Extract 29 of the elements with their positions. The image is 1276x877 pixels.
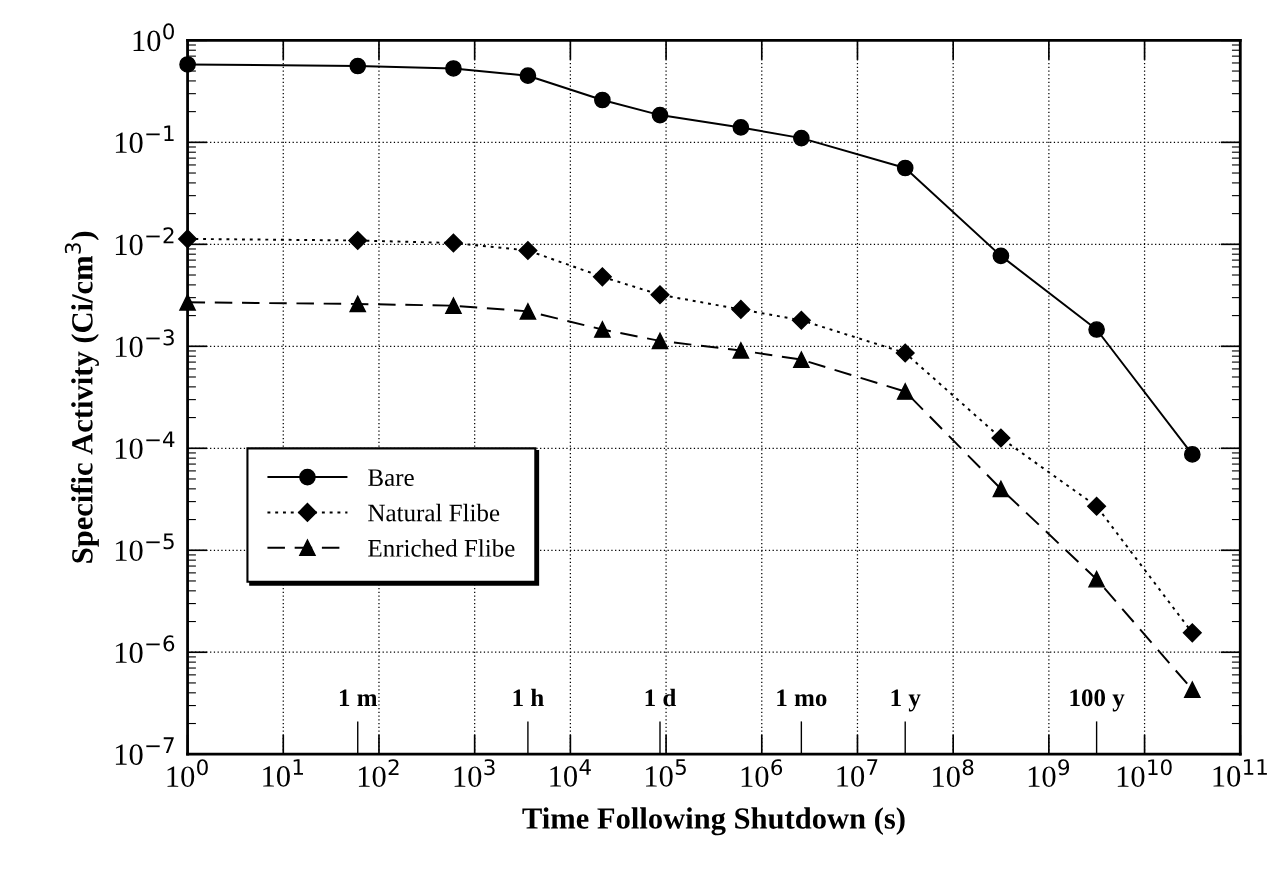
y-tick-label: 10$^{−5}$ [115,533,174,561]
x-tick-label: 10$^{11}$ [1213,759,1267,787]
legend-label: Bare [368,469,414,487]
y-tick-label: 10$^{−6}$ [115,635,175,664]
x-tick-label: 10$^{10}$ [1117,759,1172,787]
y-tick-label: 10$^{−2}$ [115,227,174,256]
y-tick-label: 10$^{−1}$ [115,125,174,154]
x-tick-label: 10$^{5}$ [646,759,686,787]
y-axis-title: Specific Activity (Ci/cm$^{3}$) [64,231,99,563]
legend-label: Natural Flibe [368,503,500,522]
legend-label: Enriched Flibe [368,539,515,557]
y-tick-label: 10$^{0}$ [133,23,174,52]
x-tick-label: 10$^{1}$ [263,759,303,787]
x-tick-label: 10$^{2}$ [358,759,399,787]
x-tick-label: 10$^{3}$ [454,759,495,787]
ref-line-label: 1 m [339,689,378,707]
ref-line-label: 1 d [645,688,677,707]
y-tick-label: 10$^{−3}$ [115,329,174,358]
x-axis-title: Time Following Shutdown (s) [522,807,905,836]
ref-line-label: 1 mo [777,689,827,707]
ref-line-label: 100 y [1070,689,1125,712]
x-tick-label: 10$^{9}$ [1028,759,1070,787]
x-tick-label: 10$^{7}$ [837,759,878,787]
y-tick-label: 10$^{−4}$ [115,431,175,460]
x-tick-label: 10$^{6}$ [741,759,783,787]
ref-line-label: 1 y [891,689,921,712]
x-tick-label: 10$^{4}$ [550,759,591,787]
x-tick-label: 10$^{8}$ [933,759,974,787]
ref-line-label: 1 h [513,688,544,707]
